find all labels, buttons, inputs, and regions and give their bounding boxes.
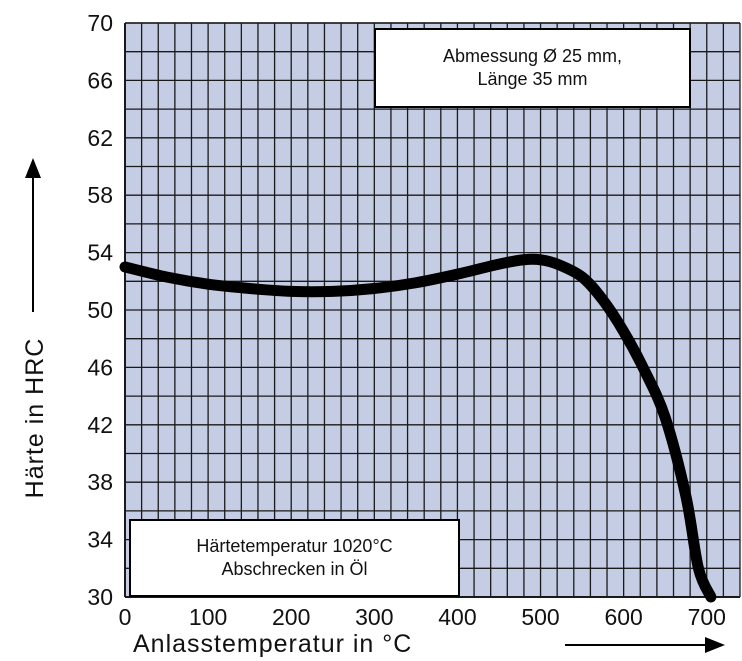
hardening-note-line-1: Härtetemperatur 1020°C: [196, 536, 393, 556]
x-tick-label: 0: [119, 604, 132, 630]
y-tick-label: 62: [87, 125, 113, 151]
hardness-curve: [119, 253, 717, 603]
grid-lines: [124, 22, 741, 598]
x-tick-label: 700: [688, 604, 726, 630]
y-tick-label: 42: [87, 412, 113, 438]
x-tick-label: 200: [272, 604, 310, 630]
dimension-note-line-1: Abmessung Ø 25 mm,: [442, 46, 623, 66]
y-tick-label: 50: [87, 297, 113, 323]
y-tick-label: 54: [87, 240, 113, 266]
y-tick-label: 30: [87, 584, 113, 610]
x-tick-label: 400: [438, 604, 476, 630]
x-tick-label: 600: [604, 604, 642, 630]
dimension-note-line-2: Länge 35 mm: [477, 69, 588, 89]
y-axis-title: Härte in HRC: [21, 338, 49, 499]
x-tick-labels: 0 100 200 300 400 500 600 700: [119, 604, 726, 630]
y-axis-title-group: Härte in HRC: [21, 338, 49, 499]
x-axis-title: Anlasstemperatur in °C: [133, 630, 412, 658]
y-tick-label: 46: [87, 354, 113, 380]
y-tick-label: 38: [87, 469, 113, 495]
x-tick-label: 100: [189, 604, 227, 630]
y-tick-label: 58: [87, 182, 113, 208]
hardening-note: Härtetemperatur 1020°C Abschrecken in Öl: [129, 519, 460, 597]
x-tick-label: 300: [355, 604, 393, 630]
dimension-note: Abmessung Ø 25 mm, Länge 35 mm: [374, 28, 691, 108]
y-tick-label: 70: [87, 10, 113, 36]
y-tick-label: 34: [87, 527, 113, 553]
x-axis-arrow: [565, 637, 725, 653]
y-axis-arrow: [25, 158, 41, 312]
y-tick-labels: 30 34 38 42 46 50 54 58 62 66 70: [87, 10, 113, 610]
hardening-note-line-2: Abschrecken in Öl: [221, 559, 368, 579]
y-tick-label: 66: [87, 67, 113, 93]
x-tick-label: 500: [521, 604, 559, 630]
